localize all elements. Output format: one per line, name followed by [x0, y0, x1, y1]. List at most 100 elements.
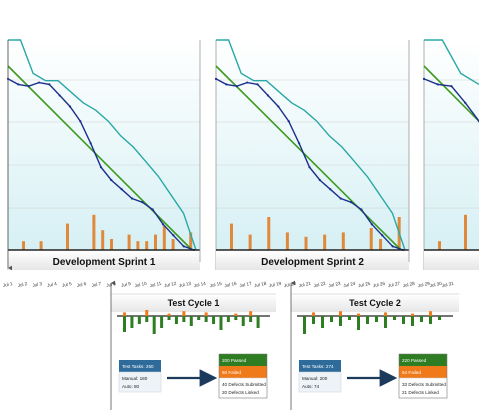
date-label: Jul 11 — [149, 281, 162, 288]
actual-point — [349, 201, 353, 204]
test-pass-bar — [384, 316, 387, 328]
date-label: Jul 4 — [47, 281, 58, 288]
defects-box-body — [398, 377, 448, 399]
sprint-panel-1: Development Sprint 1 Jul 1 Jul 2 Jul 3 Jul 4… — [2, 39, 207, 289]
actual-point — [450, 85, 453, 88]
defects-box-line: 20 Defects Linked — [222, 390, 259, 395]
test-fail-bar — [234, 313, 238, 316]
date-label: Jul 30 — [429, 281, 442, 289]
date-label: Jul 24 — [343, 281, 356, 289]
actual-point — [182, 245, 185, 248]
planned-burndown-line — [424, 39, 479, 85]
test-fail-bar — [204, 312, 208, 316]
sprint-header-band — [216, 251, 409, 270]
tasks-box-body — [298, 371, 342, 393]
test-pass-bar — [123, 316, 126, 332]
date-label: Jul 5 — [62, 281, 73, 288]
date-label: Jul 15 — [209, 281, 222, 289]
test-pass-bar — [130, 316, 134, 328]
date-label: Jul 3 — [32, 281, 43, 288]
test-fail-bar — [145, 310, 149, 316]
planned-burndown-line — [216, 39, 406, 251]
ideal-burndown-line — [215, 65, 402, 251]
test-pass-bar — [174, 316, 178, 324]
test-pass-bar — [438, 316, 441, 320]
actual-point — [298, 142, 301, 145]
defect-bar — [127, 234, 131, 250]
test-pass-bar — [234, 316, 238, 320]
test-pass-bar — [152, 316, 156, 334]
actual-point — [58, 94, 61, 97]
defects-box-line: 40 Defects Submitted — [222, 382, 266, 387]
test-fail-bar — [384, 312, 387, 316]
test-pass-bar — [182, 316, 186, 322]
actual-point — [99, 166, 103, 169]
actual-point — [172, 234, 175, 237]
test-fail-bar — [357, 313, 360, 316]
ideal-burndown-line — [423, 65, 479, 122]
sprint-header-band — [424, 251, 479, 270]
passed-label: 220 Passed — [402, 358, 427, 363]
failed-band — [219, 366, 267, 378]
actual-point — [130, 197, 134, 200]
defects-box-body — [218, 377, 268, 399]
test-cycle-panels: Test Cycle 1 Test Tasks: 260 Manual: 180 Au… — [110, 280, 459, 410]
defect-bar — [101, 230, 105, 250]
tasks-box-line: Auto: 74 — [302, 384, 320, 389]
actual-point — [308, 166, 311, 169]
actual-point — [68, 105, 72, 108]
actual-point — [277, 105, 280, 108]
result-box-outline — [218, 353, 268, 399]
date-label: Jul 22 — [313, 281, 326, 289]
actual-point — [422, 77, 426, 80]
sprint-header-band — [8, 251, 200, 270]
actual-point — [360, 208, 363, 211]
actual-point — [37, 81, 41, 84]
actual-point — [464, 101, 467, 104]
test-fail-bar — [249, 311, 253, 316]
result-box-outline — [398, 353, 448, 399]
defect-bar — [136, 241, 140, 250]
date-label: Jul 26 — [372, 281, 385, 289]
failed-band — [399, 366, 447, 378]
sprint-label: Development Sprint 1 — [53, 257, 156, 268]
defect-bar — [379, 239, 383, 250]
test-pass-bar — [411, 316, 414, 326]
passed-band — [399, 354, 447, 366]
defect-bar — [267, 217, 271, 250]
plot-background — [216, 40, 409, 250]
test-pass-bar — [219, 316, 223, 330]
test-pass-bar — [339, 316, 342, 326]
test-fail-bar — [167, 313, 171, 316]
tasks-box-line: Auto: 80 — [122, 384, 140, 389]
defect-bar — [92, 214, 96, 250]
test-pass-bar — [330, 316, 333, 322]
tasks-box-header-bg — [299, 360, 341, 372]
test-fail-bar — [312, 312, 315, 316]
actual-point — [27, 85, 30, 88]
test-pass-bar — [241, 316, 245, 326]
actual-point — [235, 85, 238, 88]
date-label: Jul 9 — [121, 281, 132, 288]
actual-point — [225, 83, 228, 86]
test-cycle-2: Test Cycle 2 Test Tasks: 274 Manual: 200 Au… — [290, 280, 459, 410]
actual-point — [256, 83, 259, 86]
date-label: Jul 10 — [134, 281, 147, 289]
test-pass-bar — [197, 316, 201, 320]
failed-label: 60 Failed — [222, 370, 241, 375]
actual-point — [436, 83, 439, 86]
ideal-burndown-line — [7, 65, 193, 251]
date-label: Jul 1 — [2, 281, 13, 288]
defects-box-line: 33 Defects Submitted — [402, 382, 446, 387]
test-pass-bar — [402, 316, 405, 324]
plot-background — [8, 40, 200, 250]
test-pass-bar — [212, 316, 216, 324]
actual-point — [151, 208, 154, 211]
actual-point — [141, 201, 144, 204]
defects-box-line: 21 Defects Linked — [402, 390, 439, 395]
cycle-title: Test Cycle 2 — [349, 298, 401, 308]
defect-bar — [171, 239, 175, 250]
date-label: Jul 31 — [441, 281, 454, 289]
test-pass-bar — [226, 316, 230, 322]
actual-point — [214, 77, 218, 80]
